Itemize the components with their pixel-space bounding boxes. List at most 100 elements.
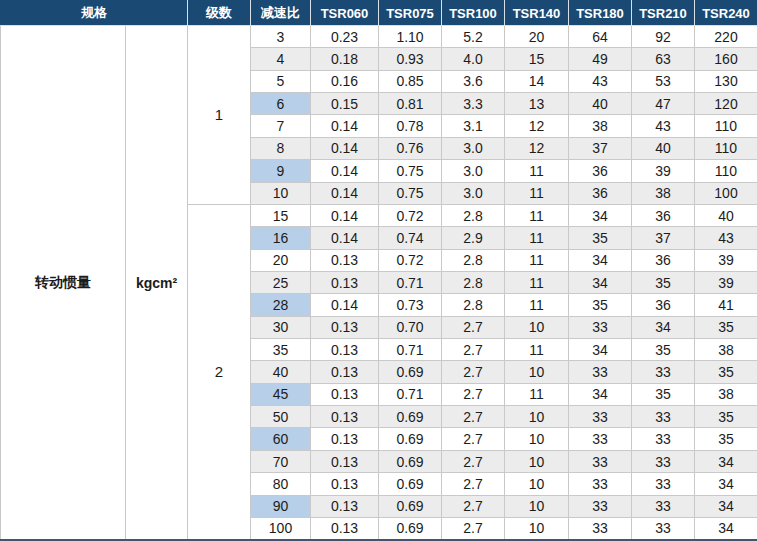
ratio-cell: 3 [251,26,311,48]
value-cell: 35 [695,361,757,383]
value-cell: 130 [695,70,757,92]
value-cell: 33 [632,450,695,472]
value-cell: 0.13 [311,517,379,540]
value-cell: 10 [505,428,569,450]
table-row: 转动惯量kgcm²130.231.105.2206492220 [1,26,757,48]
value-cell: 0.69 [379,406,442,428]
value-cell: 10 [505,406,569,428]
value-cell: 0.18 [311,48,379,70]
value-cell: 3.0 [442,137,505,159]
value-cell: 33 [569,316,632,338]
value-cell: 11 [505,249,569,271]
ratio-cell: 80 [251,473,311,495]
value-cell: 43 [632,115,695,137]
inertia-spec-table: 规格 级数 减速比 TSR060TSR075TSR100TSR140TSR180… [0,0,757,541]
value-cell: 0.72 [379,249,442,271]
value-cell: 3.0 [442,182,505,204]
value-cell: 36 [632,249,695,271]
value-cell: 34 [569,249,632,271]
value-cell: 33 [569,450,632,472]
value-cell: 3.6 [442,70,505,92]
value-cell: 10 [505,495,569,517]
value-cell: 0.14 [311,204,379,226]
value-cell: 3.3 [442,93,505,115]
value-cell: 2.7 [442,316,505,338]
value-cell: 1.10 [379,26,442,48]
value-cell: 3.0 [442,160,505,182]
value-cell: 0.13 [311,361,379,383]
value-cell: 40 [632,137,695,159]
value-cell: 160 [695,48,757,70]
stage-cell: 1 [188,26,251,205]
value-cell: 34 [569,383,632,405]
value-cell: 2.7 [442,428,505,450]
ratio-cell: 40 [251,361,311,383]
value-cell: 63 [632,48,695,70]
value-cell: 43 [569,70,632,92]
value-cell: 33 [632,428,695,450]
value-cell: 33 [569,517,632,540]
value-cell: 0.13 [311,450,379,472]
col-header-spec: 规格 [1,1,188,26]
value-cell: 0.14 [311,182,379,204]
value-cell: 35 [569,294,632,316]
value-cell: 0.69 [379,495,442,517]
value-cell: 35 [569,227,632,249]
value-cell: 0.13 [311,249,379,271]
ratio-cell: 9 [251,160,311,182]
value-cell: 36 [569,160,632,182]
ratio-cell: 6 [251,93,311,115]
value-cell: 220 [695,26,757,48]
ratio-cell: 70 [251,450,311,472]
ratio-cell: 25 [251,271,311,293]
ratio-cell: 45 [251,383,311,405]
value-cell: 37 [632,227,695,249]
value-cell: 0.13 [311,383,379,405]
value-cell: 11 [505,271,569,293]
value-cell: 33 [569,495,632,517]
value-cell: 33 [632,473,695,495]
value-cell: 2.7 [442,495,505,517]
ratio-cell: 60 [251,428,311,450]
value-cell: 12 [505,115,569,137]
value-cell: 0.81 [379,93,442,115]
value-cell: 10 [505,473,569,495]
value-cell: 34 [695,473,757,495]
value-cell: 2.8 [442,204,505,226]
value-cell: 2.7 [442,339,505,361]
ratio-cell: 100 [251,517,311,540]
value-cell: 35 [695,316,757,338]
value-cell: 0.13 [311,473,379,495]
value-cell: 0.16 [311,70,379,92]
col-header-model: TSR180 [569,1,632,26]
value-cell: 5.2 [442,26,505,48]
value-cell: 0.13 [311,316,379,338]
value-cell: 0.14 [311,160,379,182]
ratio-cell: 35 [251,339,311,361]
value-cell: 36 [632,204,695,226]
value-cell: 11 [505,294,569,316]
value-cell: 0.69 [379,517,442,540]
value-cell: 92 [632,26,695,48]
ratio-cell: 90 [251,495,311,517]
value-cell: 0.71 [379,271,442,293]
value-cell: 35 [632,339,695,361]
value-cell: 100 [695,182,757,204]
value-cell: 41 [695,294,757,316]
value-cell: 39 [695,271,757,293]
col-header-model: TSR075 [379,1,442,26]
col-header-model: TSR060 [311,1,379,26]
ratio-cell: 8 [251,137,311,159]
unit-label: kgcm² [126,26,188,541]
value-cell: 0.69 [379,428,442,450]
value-cell: 33 [569,473,632,495]
value-cell: 47 [632,93,695,115]
value-cell: 2.8 [442,294,505,316]
value-cell: 34 [695,517,757,540]
value-cell: 33 [569,406,632,428]
value-cell: 2.7 [442,406,505,428]
value-cell: 0.14 [311,227,379,249]
value-cell: 33 [632,517,695,540]
value-cell: 40 [695,204,757,226]
ratio-cell: 5 [251,70,311,92]
